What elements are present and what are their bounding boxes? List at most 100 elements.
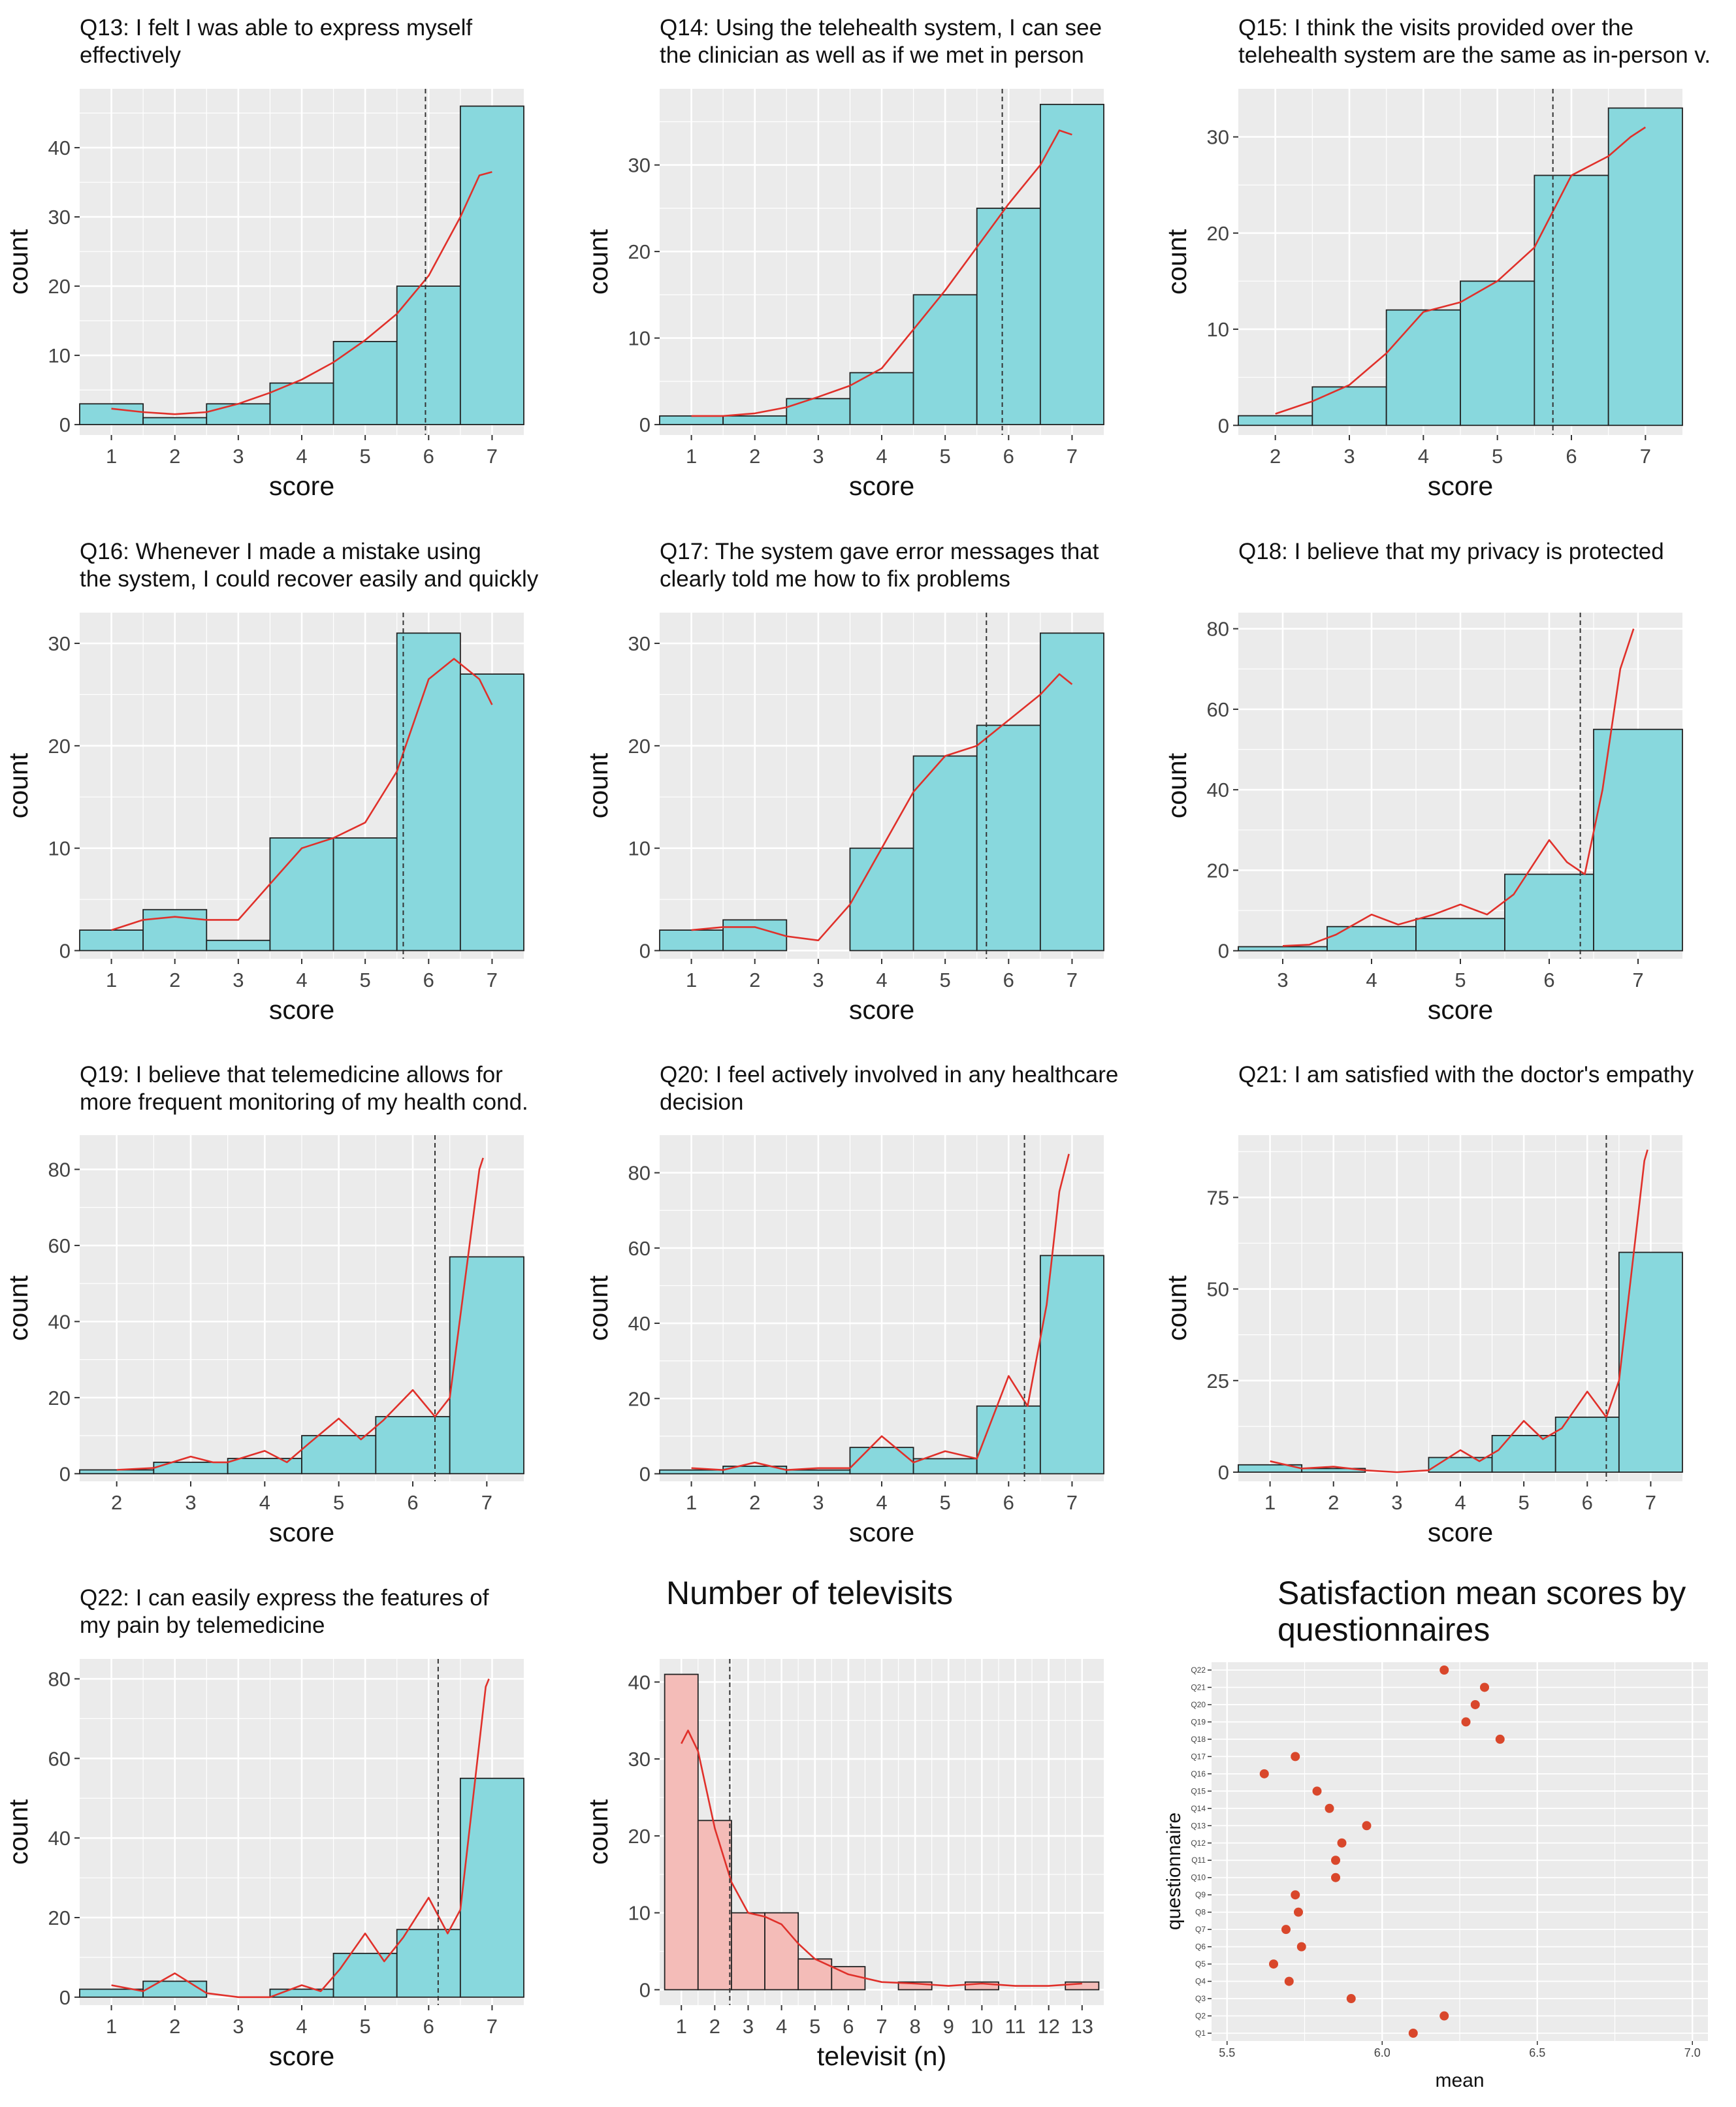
chart-mean_scores: Satisfaction mean scores by questionnair… [1163,1575,1708,2091]
x-tick-label: 10 [971,2015,993,2038]
scatter-point-q3 [1346,1994,1356,2004]
x-tick-label: 4 [296,2015,307,2038]
chart-title: Q18: I believe that my privacy is protec… [1238,539,1664,564]
chart-title: Number of televisits [666,1575,953,1611]
density-curve [111,658,493,931]
y-tick-label: 60 [628,1237,651,1260]
bar-6 [1504,873,1594,952]
chart-title: telehealth system are the same as in-per… [1238,42,1711,68]
y-tick-label: 30 [628,1748,651,1771]
x-tick-label: 2 [111,1491,122,1514]
x-tick-label: 6 [1003,445,1014,468]
y-tick-label: Q21 [1191,1682,1206,1692]
x-tick-label: 7 [487,445,498,468]
x-tick-label: 2 [169,969,180,991]
x-tick-label: 5 [360,445,371,468]
density-curve [116,1157,484,1471]
x-tick-label: 5 [360,969,371,991]
x-tick-label: 7 [481,1491,492,1514]
bar-5 [332,1952,398,1998]
chart-title: Q20: I feel actively involved in any hea… [660,1062,1118,1087]
chart-title: Q19: I believe that telemedicine allows … [80,1062,503,1087]
bar-1 [659,929,724,952]
scatter-point-q4 [1284,1976,1294,1986]
scatter-point-q22 [1439,1665,1449,1675]
bar-3 [786,398,851,425]
y-tick-label: Q5 [1195,1959,1206,1969]
x-tick-label: 3 [1277,969,1288,991]
y-axis-label: count [1162,229,1192,295]
x-tick-label: 4 [1366,969,1377,991]
y-tick-label: 25 [1207,1370,1229,1392]
chart-title: questionnaires [1278,1611,1490,1648]
x-tick-label: 5 [1519,1491,1530,1514]
x-tick-label: 4 [296,969,307,991]
bar-3 [1238,946,1328,952]
chart-title: Q16: Whenever I made a mistake using [80,539,481,564]
x-tick-label: 5 [940,1491,951,1514]
chart-title: clearly told me how to fix problems [660,566,1010,592]
x-tick-label: 13 [1071,2015,1093,2038]
y-tick-label: 30 [628,632,651,655]
chart-title: Q17: The system gave error messages that [660,539,1099,564]
bar-2 [697,1820,732,1991]
y-tick-label: 0 [639,1462,651,1485]
chart-q16: Q16: Whenever I made a mistake using the… [3,539,539,1025]
y-axis-label: count [3,1799,33,1865]
y-tick-label: 0 [59,939,71,962]
bar-13 [1065,1981,1100,1991]
x-tick-label: 3 [1343,445,1355,468]
x-tick-label: 5 [809,2015,820,2038]
x-axis-label: televisit (n) [817,2041,946,2071]
bar-1 [79,403,144,425]
chart-title: Q22: I can easily express the features o… [80,1585,489,1611]
x-axis-label: score [269,995,334,1025]
y-tick-label: Q13 [1191,1821,1206,1830]
x-tick-label: 3 [812,445,824,468]
bar-6 [1534,174,1609,426]
bar-6 [396,285,461,426]
x-tick-label: 2 [709,2015,720,2038]
bar-3 [1311,386,1387,426]
bar-5 [912,755,978,952]
bar-7 [1607,107,1683,426]
y-tick-label: 10 [628,327,651,350]
x-tick-label: 1 [106,445,117,468]
bar-5 [332,837,398,952]
y-axis-label: count [1162,1275,1192,1341]
y-tick-label: 20 [1207,859,1229,882]
x-axis-label: score [849,1517,914,1547]
x-tick-label: 7 [876,2015,887,2038]
bar-6 [396,632,461,952]
chart-q14: Q14: Using the telehealth system, I can … [583,15,1104,501]
x-tick-label: 6 [423,2015,434,2038]
y-tick-label: 20 [628,1825,651,1848]
y-tick-label: 30 [1207,126,1229,149]
bar-2 [142,417,208,426]
bar-1 [659,415,724,425]
x-tick-label: 6 [423,969,434,991]
x-axis-label: score [849,995,914,1025]
bar-1 [79,1988,144,1998]
x-axis-label: score [1428,471,1493,501]
x-tick-label: 7 [1067,445,1078,468]
x-tick-label: 4 [876,1491,887,1514]
bar-7 [1039,632,1104,952]
scatter-point-q19 [1461,1717,1471,1727]
x-tick-label: 7.0 [1684,2046,1701,2059]
y-tick-label: 10 [628,1902,651,1925]
x-tick-label: 5 [1492,445,1503,468]
x-tick-label: 6 [1003,1491,1014,1514]
chart-q13: Q13: I felt I was able to express myself… [3,15,524,501]
y-tick-label: Q6 [1195,1942,1206,1952]
scatter-point-q5 [1269,1959,1278,1969]
scatter-point-q8 [1294,1907,1303,1917]
bar-5 [1460,280,1535,426]
y-tick-label: 80 [48,1667,71,1690]
bar-4 [849,372,914,425]
y-tick-label: 60 [48,1234,71,1257]
x-tick-label: 5 [940,969,951,991]
y-tick-label: 20 [628,1387,651,1410]
